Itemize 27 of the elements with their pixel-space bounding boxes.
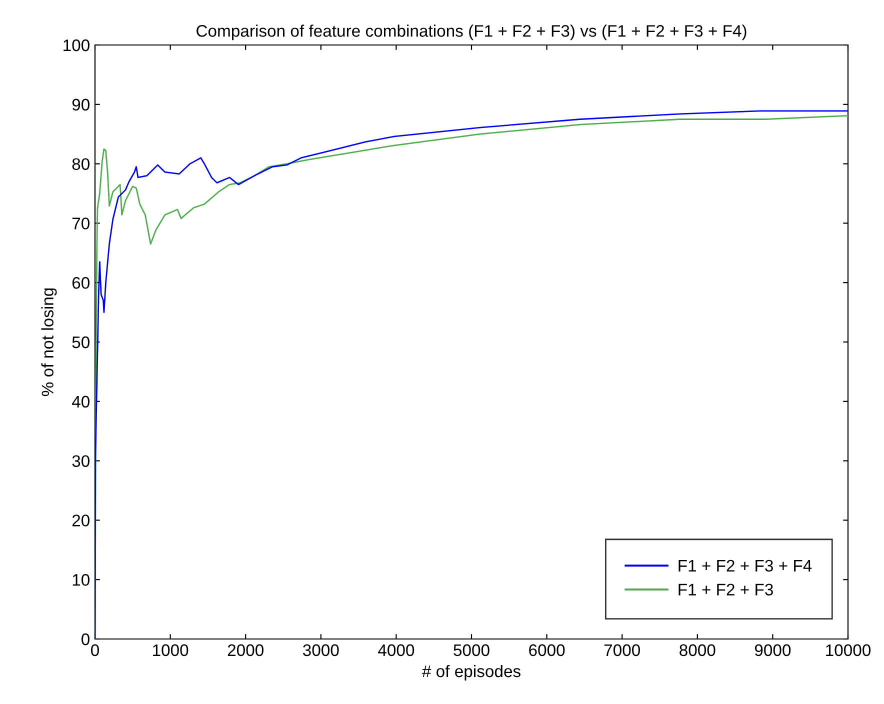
x-tick-label: 1000 [153,644,188,656]
x-tick-label: 5000 [454,644,490,656]
x-axis-title: # of episodes [422,664,520,680]
legend-label: F1 + F2 + F3 + F4 [678,560,812,572]
x-tick-label: 8000 [680,644,716,656]
y-tick-label: 10 [72,574,90,586]
x-tick-label: 10000 [826,644,871,656]
chart-title: Comparison of feature combinations (F1 + F2 + F3) vs (F1 + F2 + F3 + F4) [196,24,746,40]
y-tick-label: 0 [82,633,90,646]
x-tick-label: 6000 [529,644,565,656]
x-tick-label: 9000 [754,644,791,656]
x-tick-label: 7000 [604,644,640,656]
y-tick-label: 40 [72,396,90,408]
y-tick-label: 90 [72,98,90,111]
x-tick-label: 2000 [228,644,264,656]
y-tick-label: 80 [72,158,90,170]
y-axis-title: % of not losing [41,288,57,396]
legend-label: F1 + F2 + F3 [678,584,773,596]
y-tick-label: 30 [72,455,90,468]
y-tick-label: 20 [72,514,90,526]
y-tick-label: 50 [72,336,90,348]
x-tick-label: 3000 [303,644,339,656]
x-tick-label: 4000 [378,644,414,656]
y-tick-label: 100 [64,39,90,52]
y-tick-label: 70 [72,218,90,230]
x-tick-label: 0 [91,644,99,656]
y-tick-label: 60 [72,277,90,289]
